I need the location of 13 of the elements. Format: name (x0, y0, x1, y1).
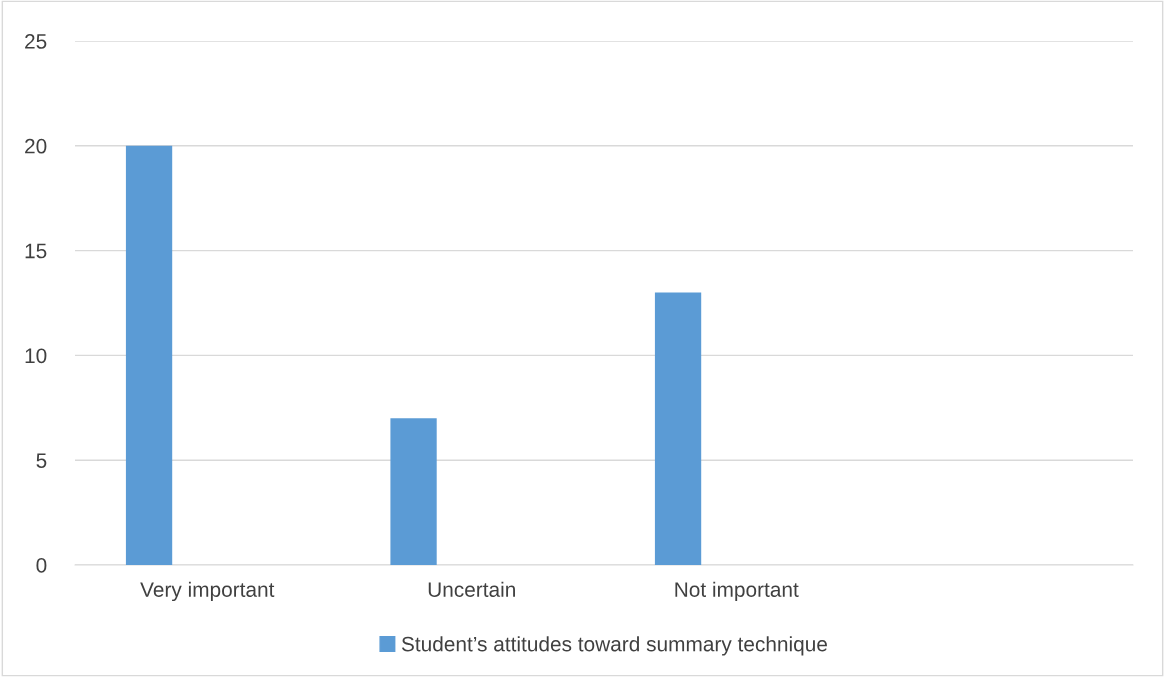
y-tick-label: 20 (25, 138, 47, 154)
bar (125, 145, 173, 565)
bar (390, 418, 437, 565)
bar (654, 292, 702, 565)
y-tick-label: 5 (36, 453, 47, 468)
y-tick-label: 10 (25, 348, 47, 364)
x-tick-label: Very important (140, 581, 275, 602)
x-tick-label: Not important (675, 581, 799, 602)
x-tick-label: Uncertain (428, 581, 515, 597)
y-tick-label: 15 (25, 243, 47, 259)
legend-label: Student’s attitudes toward summary technique (401, 636, 827, 656)
y-tick-label: 0 (36, 558, 47, 573)
y-tick-label: 25 (25, 34, 47, 49)
